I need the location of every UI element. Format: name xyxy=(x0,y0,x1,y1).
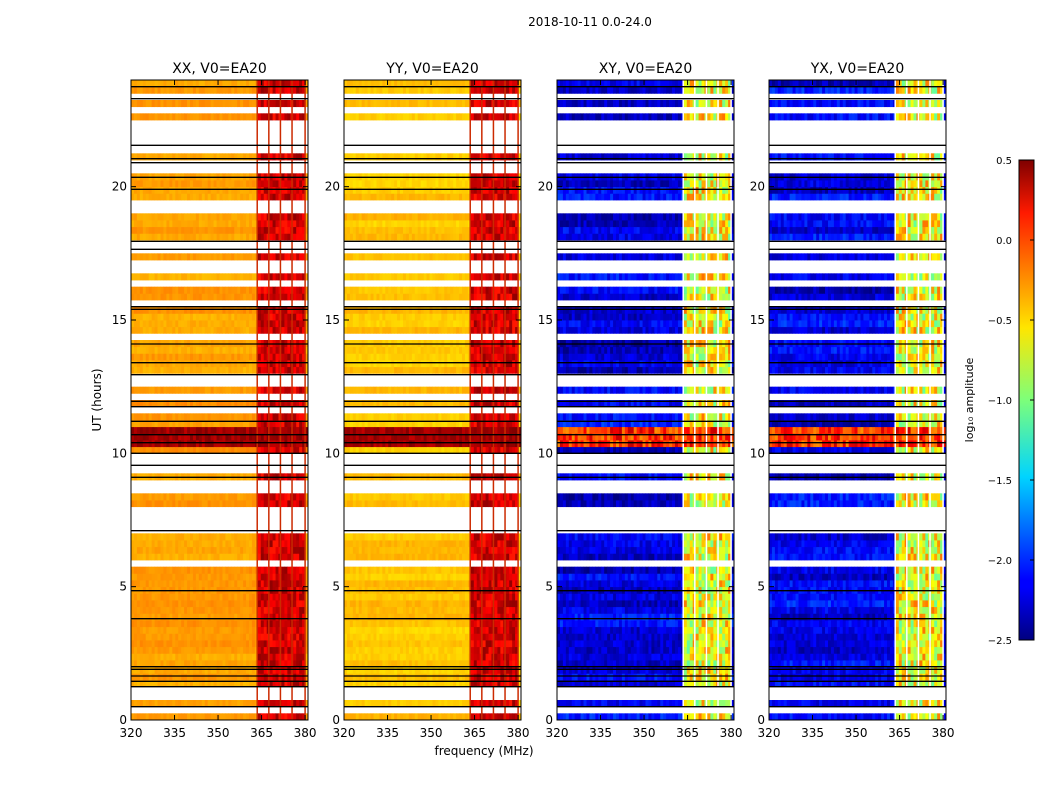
y-tick-label: 10 xyxy=(112,446,127,460)
x-tick-label: 380 xyxy=(720,726,743,740)
x-tick-label: 365 xyxy=(463,726,486,740)
y-tick-label: 0 xyxy=(545,713,553,727)
panel-title: XX, V0=EA20 xyxy=(172,61,267,77)
x-tick-label: 320 xyxy=(120,726,143,740)
colorbar: 0.5 0.0 −0.5 −1.0 −1.5 −2.0 −2.5 log₁₀ amplitu… xyxy=(963,156,1035,647)
y-tick-label: 20 xyxy=(538,180,553,194)
panel-frame xyxy=(556,79,735,721)
x-tick-label: 350 xyxy=(207,726,230,740)
heatmap-cells xyxy=(557,80,735,721)
x-tick-label: 380 xyxy=(507,726,530,740)
colorbar-tick-label: 0.5 xyxy=(996,156,1012,167)
y-tick-label: 10 xyxy=(538,446,553,460)
colorbar-tick-label: 0.0 xyxy=(996,236,1012,247)
x-tick-label: 350 xyxy=(420,726,443,740)
x-axis-label: frequency (MHz) xyxy=(434,744,533,758)
x-tick-label: 320 xyxy=(333,726,356,740)
y-tick-label: 5 xyxy=(545,580,553,594)
panel-yx: YX, V0=EA20 320 335 350 365 380 0 5 10 15 20 xyxy=(750,61,955,740)
y-tick-label: 5 xyxy=(757,580,765,594)
colorbar-tick-label: −0.5 xyxy=(988,316,1012,327)
y-tick-label: 5 xyxy=(332,580,340,594)
y-tick-label: 0 xyxy=(757,713,765,727)
panel-xx: XX, V0=EA20 320 335 350 365 380 0 5 10 15 20 xyxy=(112,61,317,740)
colorbar-tick-label: −1.5 xyxy=(988,476,1012,487)
colorbar-label: log₁₀ amplitude xyxy=(963,357,976,442)
heatmap-cells xyxy=(131,80,309,721)
panel-yy: YY, V0=EA20 320 335 350 365 380 0 5 10 15 20 xyxy=(325,61,530,740)
panel-frame xyxy=(768,79,947,721)
figure-suptitle: 2018-10-11 0.0-24.0 xyxy=(528,15,652,29)
x-tick-label: 335 xyxy=(163,726,186,740)
y-tick-label: 0 xyxy=(332,713,340,727)
panel-frame xyxy=(130,79,309,721)
y-axis-label: UT (hours) xyxy=(90,368,104,431)
y-tick-label: 10 xyxy=(750,446,765,460)
colorbar-tick-label: −1.0 xyxy=(988,396,1012,407)
y-tick-label: 5 xyxy=(119,580,127,594)
panel-frame xyxy=(343,79,522,721)
y-tick-label: 15 xyxy=(325,313,340,327)
y-tick-label: 15 xyxy=(750,313,765,327)
colorbar-tick-label: −2.0 xyxy=(988,556,1012,567)
panel-title: YY, V0=EA20 xyxy=(385,61,478,77)
y-tick-label: 15 xyxy=(112,313,127,327)
y-tick-label: 20 xyxy=(750,180,765,194)
x-tick-label: 365 xyxy=(676,726,699,740)
x-tick-label: 320 xyxy=(546,726,569,740)
x-tick-label: 380 xyxy=(932,726,955,740)
colorbar-tick-label: −2.5 xyxy=(988,636,1012,647)
x-tick-label: 335 xyxy=(801,726,824,740)
y-tick-label: 20 xyxy=(112,180,127,194)
x-tick-label: 335 xyxy=(376,726,399,740)
x-tick-label: 335 xyxy=(589,726,612,740)
heatmap-cells xyxy=(769,80,947,721)
y-tick-label: 0 xyxy=(119,713,127,727)
heatmap-cells xyxy=(344,80,522,721)
colorbar-ticks: 0.5 0.0 −0.5 −1.0 −1.5 −2.0 −2.5 xyxy=(988,156,1034,647)
panel-title: YX, V0=EA20 xyxy=(810,61,905,77)
x-tick-label: 350 xyxy=(633,726,656,740)
x-tick-label: 320 xyxy=(758,726,781,740)
panel-title: XY, V0=EA20 xyxy=(599,61,693,77)
x-tick-label: 380 xyxy=(294,726,317,740)
x-tick-label: 365 xyxy=(250,726,273,740)
y-tick-label: 10 xyxy=(325,446,340,460)
panel-xy: XY, V0=EA20 320 335 350 365 380 0 5 10 15 20 xyxy=(538,61,743,740)
y-tick-label: 20 xyxy=(325,180,340,194)
x-tick-label: 350 xyxy=(845,726,868,740)
x-tick-label: 365 xyxy=(888,726,911,740)
y-tick-label: 15 xyxy=(538,313,553,327)
